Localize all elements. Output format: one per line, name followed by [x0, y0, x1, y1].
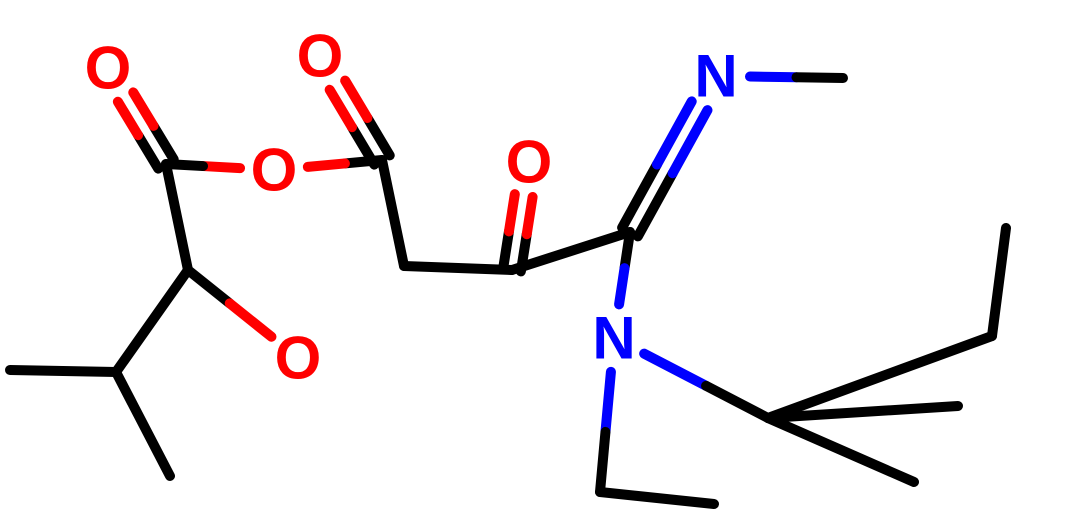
atom-label: N — [592, 305, 635, 372]
atom-label: O — [506, 129, 553, 196]
molecule-diagram: OOOOONN — [0, 0, 1073, 531]
atom-label: O — [275, 325, 322, 392]
atom-label: O — [251, 137, 298, 204]
atom-label: N — [694, 43, 737, 110]
atom-label: O — [297, 23, 344, 90]
atom-label: O — [85, 35, 132, 102]
